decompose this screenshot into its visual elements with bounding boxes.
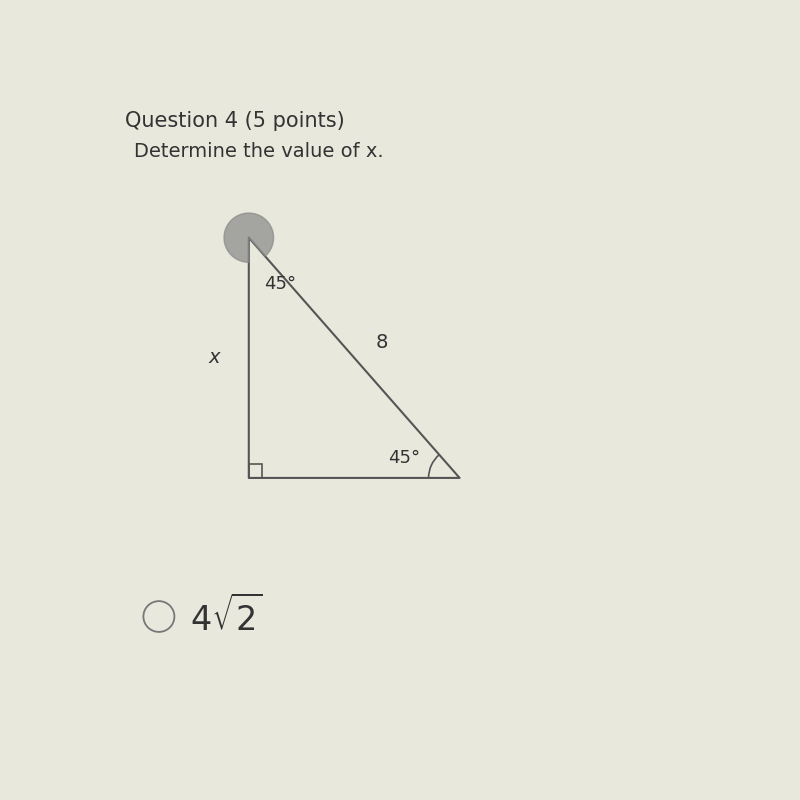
Text: x: x <box>209 348 221 367</box>
Text: $4\sqrt{2}$: $4\sqrt{2}$ <box>190 595 262 638</box>
Text: 45°: 45° <box>264 275 297 293</box>
Text: 8: 8 <box>376 333 388 352</box>
Text: Determine the value of x.: Determine the value of x. <box>134 142 384 161</box>
Polygon shape <box>224 213 274 262</box>
Text: Question 4 (5 points): Question 4 (5 points) <box>125 111 345 131</box>
Text: 45°: 45° <box>388 450 421 467</box>
Bar <box>249 464 262 478</box>
